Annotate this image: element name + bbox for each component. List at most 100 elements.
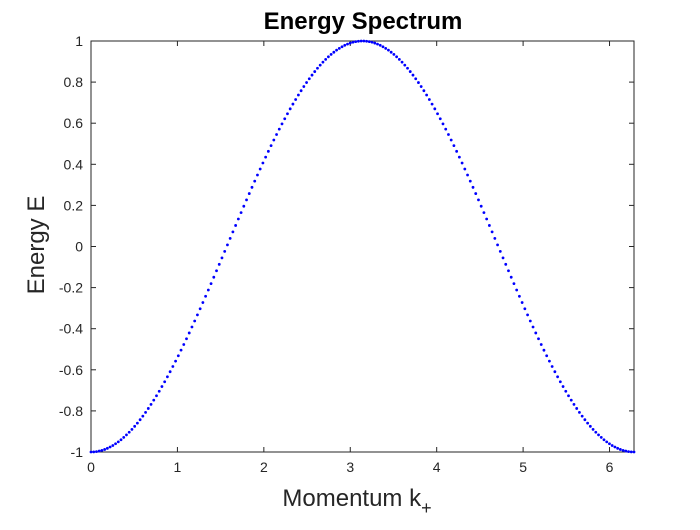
data-point (114, 442, 117, 446)
x-axis-label-main: Momentum k (282, 485, 422, 512)
data-point (286, 112, 289, 116)
data-point (223, 249, 227, 253)
data-point (291, 102, 295, 106)
data-point (624, 449, 628, 453)
data-point (605, 440, 609, 444)
data-point (179, 348, 183, 352)
data-point (370, 40, 374, 44)
data-point (242, 204, 246, 208)
data-point (269, 144, 273, 148)
data-point (545, 354, 549, 358)
data-point (337, 46, 341, 50)
x-tick-label: 2 (260, 459, 268, 475)
data-point (586, 421, 590, 425)
data-point (354, 40, 358, 44)
data-point (122, 436, 126, 439)
y-tick-label: -0.6 (59, 362, 83, 378)
data-point (572, 402, 576, 406)
data-point (479, 204, 483, 208)
x-axis-label: Momentum k+ (282, 485, 431, 518)
data-point (523, 307, 527, 311)
data-point (518, 294, 521, 298)
data-point (482, 211, 486, 214)
data-point (108, 445, 112, 449)
data-point (152, 398, 156, 402)
data-point (591, 427, 595, 431)
data-point (89, 450, 93, 454)
data-point (318, 63, 322, 67)
data-point (236, 217, 240, 221)
data-point (381, 45, 385, 49)
data-point (526, 313, 529, 317)
data-point (280, 122, 284, 126)
y-tick-label: 0 (75, 239, 83, 255)
data-point (111, 444, 115, 447)
data-point (425, 93, 429, 97)
data-point (588, 424, 592, 428)
data-point (321, 60, 325, 64)
data-point (239, 211, 243, 214)
data-point (305, 81, 308, 84)
data-point (326, 55, 330, 59)
data-point (534, 331, 538, 335)
data-point (477, 198, 480, 202)
data-point (438, 117, 442, 121)
data-point (187, 331, 191, 335)
data-point (498, 249, 502, 253)
data-point (537, 337, 540, 341)
data-point (455, 149, 459, 153)
data-point (509, 275, 513, 279)
data-point (190, 325, 194, 329)
data-point (228, 236, 232, 240)
y-axis-label: Energy E (23, 196, 50, 295)
data-point (618, 448, 622, 451)
data-point (351, 40, 355, 44)
data-point (447, 133, 450, 136)
data-point (414, 77, 418, 81)
data-point (256, 173, 259, 177)
data-point (160, 385, 164, 388)
data-point (515, 288, 519, 292)
data-point (198, 307, 202, 311)
data-point (583, 418, 587, 422)
data-point (384, 46, 388, 50)
data-point (204, 294, 208, 298)
x-tick-label: 0 (87, 459, 95, 475)
data-point (558, 380, 562, 384)
data-point (599, 436, 603, 439)
data-point (433, 107, 437, 111)
x-tick-label: 5 (519, 459, 527, 475)
data-point (430, 102, 434, 106)
data-point (226, 243, 229, 247)
data-point (632, 450, 636, 454)
data-point (613, 445, 617, 449)
data-point (193, 319, 197, 323)
data-point (548, 359, 551, 363)
y-tick-label: -0.8 (59, 403, 83, 419)
data-point (378, 43, 382, 47)
data-point (266, 149, 270, 153)
data-point (496, 243, 499, 247)
data-point (166, 375, 169, 379)
data-point (133, 424, 137, 428)
data-point (542, 348, 546, 352)
data-point (119, 438, 123, 442)
data-point (449, 138, 453, 142)
data-point (340, 45, 344, 49)
data-point (313, 70, 317, 73)
data-point (452, 144, 456, 148)
axis-ticks (90, 40, 634, 453)
data-point (564, 389, 568, 393)
data-point (135, 421, 139, 425)
data-point (141, 414, 145, 418)
data-point (376, 42, 379, 46)
data-point (457, 155, 461, 159)
data-point (531, 325, 535, 329)
data-point (395, 55, 399, 59)
data-point (105, 446, 109, 450)
data-point (296, 93, 300, 97)
data-point (329, 53, 333, 56)
data-point (460, 161, 464, 165)
y-tick-label: 0.8 (64, 74, 84, 90)
data-point (346, 42, 349, 46)
